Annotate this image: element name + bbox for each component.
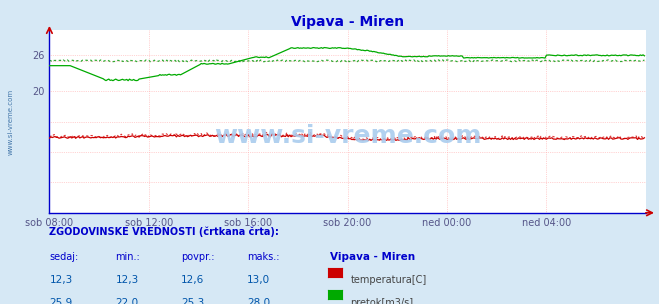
Text: 12,3: 12,3 — [49, 275, 72, 285]
Text: 12,3: 12,3 — [115, 275, 138, 285]
Text: ZGODOVINSKE VREDNOSTI (črtkana črta):: ZGODOVINSKE VREDNOSTI (črtkana črta): — [49, 226, 279, 237]
Text: 13,0: 13,0 — [247, 275, 270, 285]
Text: Vipava - Miren: Vipava - Miren — [330, 252, 415, 262]
Text: 25,9: 25,9 — [49, 298, 72, 304]
Text: 22,0: 22,0 — [115, 298, 138, 304]
Text: sedaj:: sedaj: — [49, 252, 78, 262]
Text: 12,6: 12,6 — [181, 275, 204, 285]
Text: 25,3: 25,3 — [181, 298, 204, 304]
Text: povpr.:: povpr.: — [181, 252, 215, 262]
Text: min.:: min.: — [115, 252, 140, 262]
Text: maks.:: maks.: — [247, 252, 279, 262]
Text: temperatura[C]: temperatura[C] — [351, 275, 427, 285]
Text: www.si-vreme.com: www.si-vreme.com — [8, 88, 14, 155]
Text: pretok[m3/s]: pretok[m3/s] — [351, 298, 414, 304]
Text: www.si-vreme.com: www.si-vreme.com — [214, 124, 481, 148]
Text: 28,0: 28,0 — [247, 298, 270, 304]
Title: Vipava - Miren: Vipava - Miren — [291, 15, 404, 29]
